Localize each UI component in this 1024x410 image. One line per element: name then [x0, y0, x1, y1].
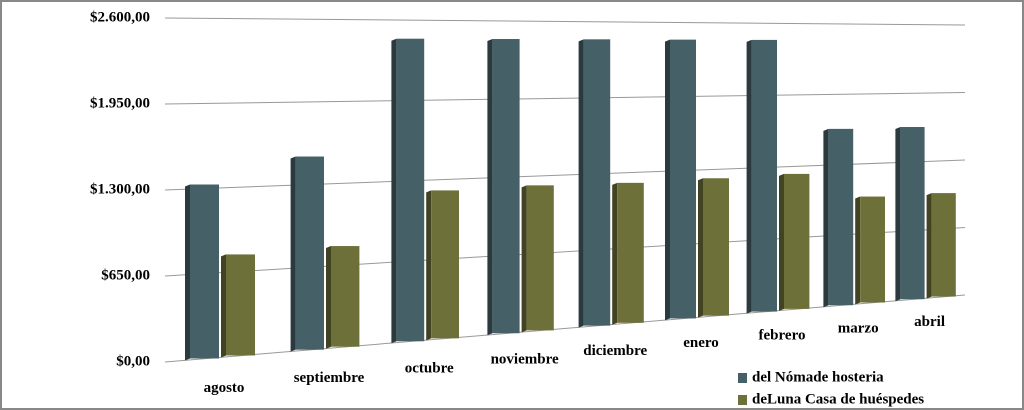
bar-side — [487, 39, 493, 336]
grid-line — [164, 294, 966, 363]
x-tick-label: febrero — [759, 328, 806, 344]
x-tick-label: octubre — [405, 361, 454, 377]
bar-side — [926, 193, 932, 299]
bar — [784, 173, 810, 309]
bar — [396, 38, 425, 342]
bar — [226, 254, 255, 356]
legend-label: del Nómade hosteria — [752, 369, 884, 385]
bar-side — [326, 246, 331, 349]
bar-side — [665, 39, 670, 321]
bar — [751, 39, 777, 312]
grid-line — [164, 17, 966, 26]
bar — [931, 193, 956, 297]
y-tick-label: $650,00 — [101, 267, 150, 283]
bar-side — [521, 185, 527, 333]
bar — [583, 39, 611, 326]
grid-line — [164, 92, 966, 105]
bar-side — [746, 39, 752, 314]
y-tick-label: $0,00 — [116, 353, 150, 369]
bar — [431, 190, 459, 339]
y-tick-label: $2.600,00 — [90, 9, 150, 25]
bar — [190, 184, 219, 359]
x-tick-label: enero — [683, 335, 719, 351]
bar — [703, 178, 729, 316]
bar-side — [391, 38, 397, 344]
x-tick-label: septiembre — [294, 370, 365, 386]
x-tick-label: diciembre — [583, 343, 647, 359]
legend-swatch — [738, 395, 747, 405]
bar — [670, 39, 696, 319]
bar — [295, 156, 324, 350]
bar-side — [290, 156, 296, 352]
bar-side — [612, 182, 618, 325]
bar-side — [855, 196, 861, 305]
x-tick-label: agosto — [204, 380, 245, 396]
bar — [526, 185, 554, 331]
bar-side — [578, 39, 584, 328]
bar — [331, 246, 360, 347]
bar-side — [895, 127, 901, 302]
bar — [617, 182, 644, 323]
bar-side — [698, 178, 703, 318]
y-tick-label: $1.950,00 — [90, 95, 150, 111]
bar — [900, 127, 925, 300]
bar-side — [823, 128, 829, 308]
legend-swatch — [738, 373, 747, 383]
bar — [828, 128, 854, 306]
bar — [860, 196, 885, 303]
bar-side — [426, 190, 432, 341]
legend-label: deLuna Casa de huéspedes — [752, 391, 924, 407]
bar-side — [221, 254, 226, 358]
x-tick-label: marzo — [838, 320, 879, 336]
bar-side — [779, 173, 784, 311]
x-tick-label: abril — [914, 314, 945, 330]
bar-side — [185, 184, 190, 361]
x-tick-label: noviembre — [491, 352, 559, 368]
y-tick-label: $1.300,00 — [90, 181, 150, 197]
bar — [492, 39, 520, 334]
